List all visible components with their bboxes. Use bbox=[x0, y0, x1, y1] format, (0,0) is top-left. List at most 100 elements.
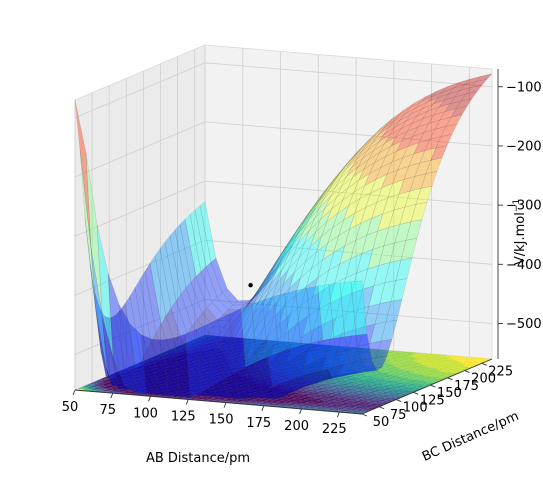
contour-cell bbox=[361, 397, 371, 399]
contour-cell bbox=[194, 385, 204, 388]
contour-cell bbox=[333, 406, 343, 408]
contour-cell bbox=[338, 400, 348, 403]
surface-patch bbox=[370, 174, 388, 194]
surface-patch bbox=[271, 387, 289, 398]
contour-cell bbox=[270, 369, 280, 372]
contour-cell bbox=[294, 352, 304, 355]
surface-patch bbox=[215, 384, 232, 388]
surface-patch bbox=[205, 349, 222, 364]
contour-cell bbox=[295, 355, 305, 358]
contour-cell bbox=[375, 359, 385, 362]
contour-cell bbox=[327, 392, 337, 395]
contour-cell bbox=[270, 353, 280, 356]
contour-cell bbox=[346, 365, 356, 368]
contour-cell bbox=[169, 355, 179, 357]
contour-cell bbox=[394, 392, 404, 395]
surface-patch bbox=[409, 96, 426, 109]
contour-cell bbox=[253, 389, 263, 392]
surface-patch bbox=[143, 375, 160, 380]
contour-cell bbox=[169, 368, 178, 370]
surface-patch bbox=[390, 131, 408, 147]
contour-cell bbox=[233, 353, 243, 356]
contour-cell bbox=[293, 346, 303, 349]
contour-cell bbox=[255, 353, 265, 356]
surface-patch bbox=[435, 134, 453, 149]
contour-cell bbox=[281, 364, 291, 367]
contour-cell bbox=[427, 356, 437, 359]
contour-cell bbox=[239, 353, 249, 356]
contour-cell bbox=[197, 343, 207, 345]
contour-cell bbox=[157, 357, 167, 359]
surface-patch bbox=[211, 346, 228, 367]
contour-cell bbox=[366, 376, 376, 378]
contour-cell bbox=[262, 347, 272, 349]
contour-cell bbox=[248, 366, 258, 368]
surface-patch bbox=[246, 284, 263, 308]
surface-patch bbox=[352, 306, 370, 331]
contour-cell bbox=[316, 368, 326, 371]
contour-cell bbox=[341, 373, 351, 376]
surface-patch bbox=[145, 342, 163, 367]
contour-cell bbox=[222, 389, 232, 392]
contour-cell bbox=[348, 377, 358, 379]
contour-cell bbox=[195, 394, 205, 397]
contour-cell bbox=[259, 389, 269, 392]
contour-cell bbox=[271, 375, 281, 377]
contour-cell bbox=[351, 404, 361, 407]
contour-cell bbox=[362, 355, 372, 358]
contour-cell bbox=[408, 383, 418, 386]
surface-patch bbox=[187, 355, 205, 361]
surface-patch bbox=[135, 361, 153, 371]
contour-cell bbox=[216, 389, 226, 391]
contour-cell bbox=[436, 371, 446, 374]
contour-cell bbox=[390, 372, 400, 374]
contour-cell bbox=[279, 397, 289, 399]
contour-cell bbox=[393, 383, 402, 386]
surface-patch bbox=[169, 229, 187, 295]
contour-cell bbox=[317, 359, 327, 361]
contour-cell bbox=[186, 376, 196, 379]
contour-cell bbox=[150, 369, 160, 372]
contour-cell bbox=[162, 364, 172, 367]
contour-cell bbox=[170, 389, 180, 392]
contour-cell bbox=[446, 358, 456, 360]
contour-cell bbox=[318, 377, 328, 380]
contour-cell bbox=[247, 363, 257, 365]
contour-cell bbox=[151, 356, 161, 359]
surface-patch bbox=[134, 278, 152, 353]
surface-patch bbox=[287, 366, 305, 389]
contour-cell bbox=[114, 372, 124, 374]
contour-cell bbox=[302, 346, 312, 348]
contour-cell bbox=[240, 341, 250, 343]
contour-cell bbox=[287, 346, 297, 349]
contour-cell bbox=[203, 343, 213, 346]
contour-cell bbox=[420, 353, 430, 355]
surface-patch bbox=[269, 247, 286, 273]
contour-cell bbox=[275, 376, 285, 379]
contour-cell bbox=[133, 376, 143, 379]
surface-patch bbox=[191, 372, 208, 376]
contour-cell bbox=[276, 354, 286, 356]
contour-cell bbox=[192, 380, 202, 382]
contour-cell bbox=[214, 348, 224, 351]
contour-cell bbox=[300, 381, 310, 384]
surface-patch bbox=[90, 247, 108, 373]
contour-cell bbox=[356, 386, 366, 389]
contour-cell bbox=[382, 378, 392, 381]
contour-cell bbox=[277, 344, 287, 346]
contour-cell bbox=[311, 374, 321, 376]
contour-cell bbox=[374, 385, 384, 387]
contour-cell bbox=[220, 378, 230, 380]
contour-cell bbox=[283, 389, 293, 391]
contour-cell bbox=[381, 370, 390, 372]
surface-patch bbox=[385, 140, 403, 157]
contour-cell bbox=[208, 382, 218, 385]
contour-cell bbox=[120, 369, 130, 372]
surface-patch bbox=[369, 155, 387, 174]
contour-cell bbox=[189, 346, 199, 349]
surface-patch bbox=[182, 381, 199, 385]
contour-cell bbox=[168, 380, 178, 383]
contour-cell bbox=[358, 379, 368, 382]
contour-cell bbox=[175, 352, 185, 355]
contour-cell bbox=[356, 383, 366, 386]
